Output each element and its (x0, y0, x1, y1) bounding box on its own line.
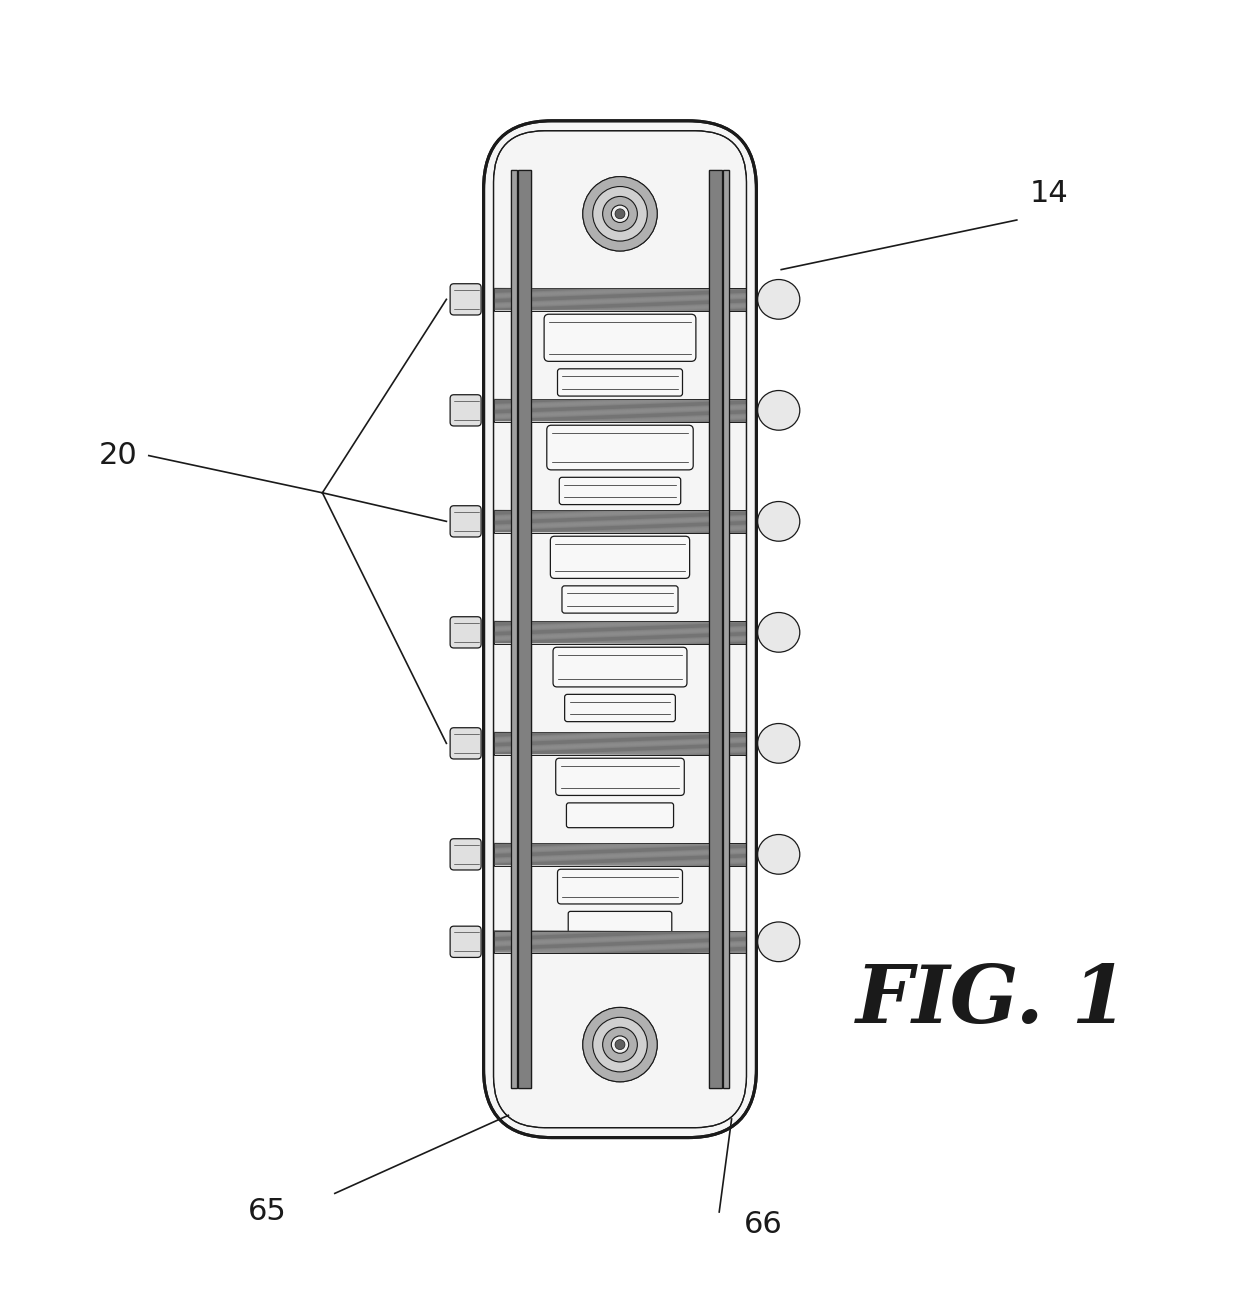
FancyBboxPatch shape (544, 314, 696, 361)
FancyBboxPatch shape (567, 803, 673, 828)
Bar (494, 510, 746, 532)
FancyBboxPatch shape (450, 395, 481, 426)
Circle shape (603, 196, 637, 232)
Bar (518, 170, 531, 1088)
Circle shape (593, 1018, 647, 1071)
Circle shape (611, 205, 629, 222)
Text: FIG. 1: FIG. 1 (856, 963, 1128, 1040)
FancyBboxPatch shape (558, 369, 682, 396)
Circle shape (593, 187, 647, 241)
Bar (494, 399, 746, 421)
Text: 65: 65 (248, 1198, 286, 1227)
Circle shape (583, 1007, 657, 1082)
FancyBboxPatch shape (568, 912, 672, 934)
Circle shape (583, 1007, 657, 1082)
Circle shape (593, 1018, 647, 1071)
FancyBboxPatch shape (450, 284, 481, 315)
FancyBboxPatch shape (484, 120, 756, 1138)
Bar (494, 930, 746, 954)
FancyBboxPatch shape (551, 536, 689, 578)
Circle shape (583, 177, 657, 251)
Bar (723, 170, 729, 1088)
Bar (494, 288, 746, 310)
FancyBboxPatch shape (450, 727, 481, 759)
Circle shape (603, 1027, 637, 1062)
FancyBboxPatch shape (450, 506, 481, 538)
Circle shape (615, 1040, 625, 1049)
Bar (494, 732, 746, 755)
Bar (511, 170, 517, 1088)
Bar (709, 170, 722, 1088)
Text: 20: 20 (99, 441, 138, 470)
Ellipse shape (758, 501, 800, 542)
FancyBboxPatch shape (450, 617, 481, 647)
FancyBboxPatch shape (562, 586, 678, 613)
Bar (709, 170, 722, 1088)
Ellipse shape (758, 835, 800, 874)
FancyBboxPatch shape (450, 838, 481, 870)
Bar (494, 621, 746, 644)
Ellipse shape (758, 280, 800, 319)
Circle shape (615, 209, 625, 218)
Bar (494, 844, 746, 866)
Ellipse shape (758, 391, 800, 430)
FancyBboxPatch shape (556, 759, 684, 795)
Bar (723, 170, 729, 1088)
Ellipse shape (758, 723, 800, 763)
Circle shape (603, 196, 637, 232)
Circle shape (583, 177, 657, 251)
FancyBboxPatch shape (559, 477, 681, 505)
Bar (511, 170, 517, 1088)
Circle shape (593, 187, 647, 241)
Circle shape (611, 1036, 629, 1053)
FancyBboxPatch shape (547, 425, 693, 470)
FancyBboxPatch shape (553, 647, 687, 687)
Text: 66: 66 (744, 1210, 782, 1239)
Circle shape (603, 1027, 637, 1062)
FancyBboxPatch shape (564, 695, 676, 722)
Ellipse shape (758, 612, 800, 653)
FancyBboxPatch shape (450, 926, 481, 957)
Bar (518, 170, 531, 1088)
Text: 14: 14 (1029, 179, 1068, 208)
Circle shape (615, 209, 625, 218)
FancyBboxPatch shape (558, 870, 682, 904)
Ellipse shape (758, 922, 800, 961)
Circle shape (611, 1036, 629, 1053)
Circle shape (615, 1040, 625, 1049)
Circle shape (611, 205, 629, 222)
